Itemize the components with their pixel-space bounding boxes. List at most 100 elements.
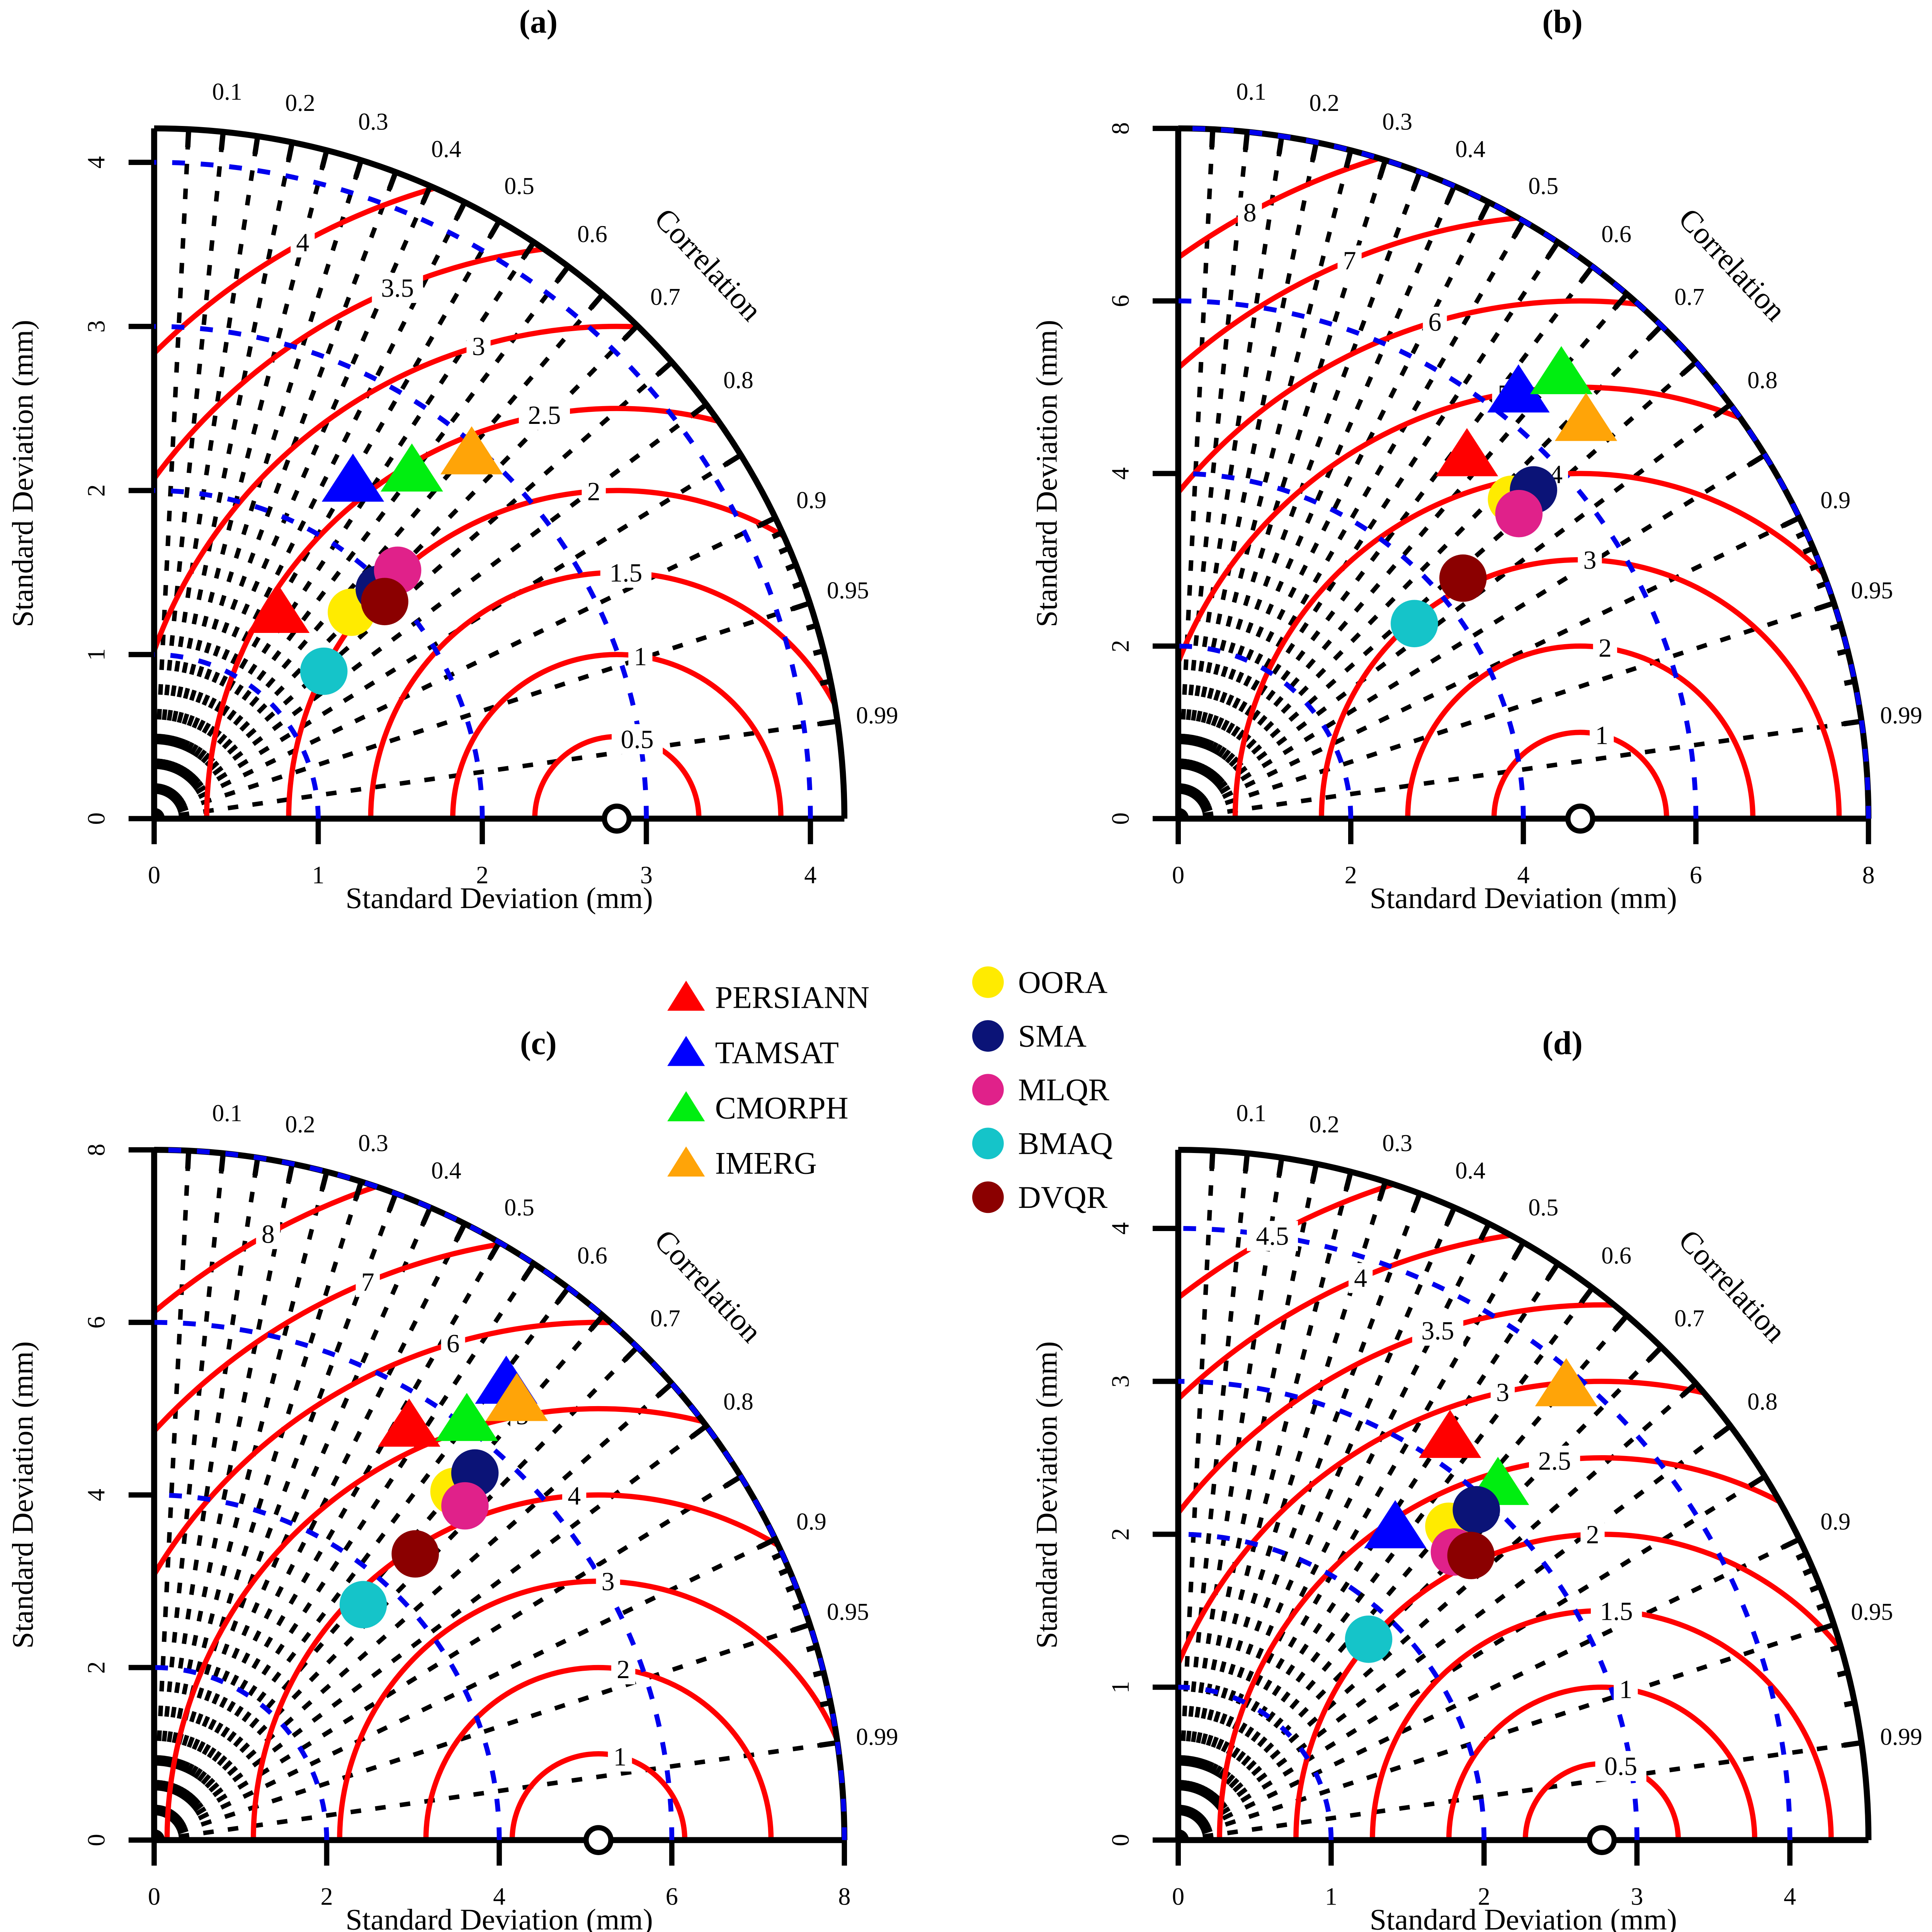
correlation-label-0.3: 0.3 xyxy=(1382,109,1412,135)
axis-ticks: 0 0 1 1 2 2 3 3 4 4 xyxy=(83,156,817,889)
reference-marker xyxy=(1565,803,1595,834)
legend-marker-oora xyxy=(972,966,1004,998)
correlation-tick-0.35 xyxy=(387,1192,398,1211)
x-tick-label-2: 2 xyxy=(1345,861,1357,889)
correlation-label-0.1: 0.1 xyxy=(1236,1100,1266,1127)
correlation-tick-0.65 xyxy=(1613,292,1629,310)
rms-label-bg-1 xyxy=(608,1741,632,1772)
x-tick-label-2: 2 xyxy=(320,1883,333,1910)
correlation-tick-0.4 xyxy=(1444,1206,1457,1225)
rms-arc-7 xyxy=(152,1241,503,1433)
x-tick-label-4: 4 xyxy=(493,1883,505,1910)
correlation-ray-0.65 xyxy=(152,293,605,820)
correlation-tick-0.99 xyxy=(819,1740,838,1748)
y-tick-label-3: 3 xyxy=(83,320,110,333)
correlation-ray-0.25 xyxy=(1176,1171,1353,1841)
correlation-ray-0.55 xyxy=(152,1262,536,1842)
correlation-ray-0.05 xyxy=(152,1150,191,1840)
panel-a: 0 0 1 1 2 2 3 3 4 4 0.1 0.2 0.3 0.4 0.5 0.6 0.7 0.8 0.9 0.9… xyxy=(6,3,898,914)
correlation-ray-0.4 xyxy=(152,1206,432,1841)
rms-arc-5 xyxy=(164,1406,704,1840)
y-tick-label-0: 0 xyxy=(1107,813,1134,825)
y-tick-label-3: 3 xyxy=(1107,1375,1134,1388)
y-tick-label-6: 6 xyxy=(1107,295,1134,307)
correlation-tick-0.05 xyxy=(1209,129,1216,148)
correlation-label-0.6: 0.6 xyxy=(1601,221,1631,248)
marker-dvqr-c xyxy=(391,1530,439,1578)
correlation-ray-0.6 xyxy=(152,265,570,820)
correlation-label-0.5: 0.5 xyxy=(1528,173,1558,199)
rms-label-bg-0.5 xyxy=(611,724,663,754)
sd-circle-4 xyxy=(1178,471,1526,819)
marker-bmaq-c xyxy=(339,1581,387,1628)
correlation-tick-0.7 xyxy=(1647,1345,1663,1362)
rms-label-4: 4 xyxy=(296,228,309,257)
marker-persiann-b xyxy=(1435,428,1498,476)
axis-ticks: 0 0 1 1 2 2 3 3 4 4 xyxy=(1107,1222,1796,1910)
rms-label-bg-3 xyxy=(596,1566,620,1597)
correlation-tick-0.93 xyxy=(785,562,797,571)
correlation-ray-0.9 xyxy=(153,515,777,821)
x-axis-title: Standard Deviation (mm) xyxy=(1370,881,1677,915)
correlation-tick-0.91 xyxy=(1796,1551,1808,1561)
rms-label-4: 4 xyxy=(568,1481,581,1510)
rms-label-1: 1 xyxy=(1619,1674,1632,1704)
panel-title-b: (b) xyxy=(1542,3,1583,40)
rms-arc-4 xyxy=(1232,471,1826,819)
rms-label-1: 1 xyxy=(634,641,647,671)
correlation-tick-0.4 xyxy=(1444,185,1457,204)
rms-label-8: 8 xyxy=(262,1219,275,1249)
axis-ticks: 0 0 2 2 4 4 6 6 8 8 xyxy=(1107,122,1875,889)
correlation-label-0.99: 0.99 xyxy=(1880,702,1922,729)
correlation-tick-0.6 xyxy=(1579,265,1595,282)
correlation-tick-0.92 xyxy=(1802,546,1815,555)
correlation-tick-0.2 xyxy=(1310,141,1319,161)
legend-label-bmaq: BMAQ xyxy=(1018,1126,1113,1161)
rms-label-2: 2 xyxy=(1599,633,1612,663)
correlation-tick-0.45 xyxy=(1478,1222,1492,1241)
correlation-tick-0.97 xyxy=(1837,1670,1849,1678)
sd-circle-3 xyxy=(1178,1379,1639,1840)
panel-title-c: (c) xyxy=(520,1025,557,1061)
panel-title-a: (a) xyxy=(519,3,558,40)
rms-arc-6 xyxy=(152,1320,611,1576)
correlation-tick-0.9 xyxy=(758,1537,777,1549)
rms-label-bg-1 xyxy=(628,641,653,672)
marker-cmorph-a xyxy=(381,443,443,492)
correlation-tick-0.1 xyxy=(219,1153,226,1172)
rms-label-1: 1 xyxy=(613,1742,626,1771)
correlation-tick-0.7 xyxy=(622,324,639,341)
correlation-label-0.7: 0.7 xyxy=(1674,284,1704,310)
marker-sma-d xyxy=(1452,1486,1500,1534)
marker-imerg-d xyxy=(1535,1358,1598,1406)
correlation-tick-0.05 xyxy=(185,1150,192,1169)
correlation-ray-0.85 xyxy=(153,1475,742,1842)
correlation-ray-0.6 xyxy=(1176,1286,1594,1842)
correlation-label-0.3: 0.3 xyxy=(358,1130,388,1156)
marker-bmaq-b xyxy=(1391,600,1438,648)
correlation-ticks xyxy=(1209,1150,1862,1748)
rms-arc-2 xyxy=(1405,643,1756,819)
correlation-label-0.3: 0.3 xyxy=(358,109,388,135)
sd-circles xyxy=(1178,126,1871,819)
rms-label-bg-4 xyxy=(562,1481,587,1511)
y-tick-label-1: 1 xyxy=(1107,1681,1134,1693)
correlation-ray-0.3 xyxy=(152,1181,364,1841)
legend-label-cmorph: CMORPH xyxy=(715,1090,849,1125)
correlation-tick-0.55 xyxy=(522,240,536,259)
rms-label-4: 4 xyxy=(1354,1263,1367,1293)
marker-bmaq-d xyxy=(1345,1616,1393,1663)
correlation-tick-0.95 xyxy=(1816,1622,1835,1633)
y-axis-title: Standard Deviation (mm) xyxy=(6,320,39,627)
rms-label-3: 3 xyxy=(1583,545,1596,575)
correlation-tick-0.35 xyxy=(387,171,398,190)
legend-marker-dvqr xyxy=(972,1181,1004,1213)
marker-persiann-c xyxy=(378,1398,440,1447)
correlation-ray-0.95 xyxy=(1177,601,1835,821)
marker-tamsat-a xyxy=(321,453,384,502)
rms-arc-1 xyxy=(450,652,784,819)
rms-label-2: 2 xyxy=(1586,1520,1599,1549)
correlation-ticks xyxy=(1209,129,1862,726)
sd-circle-1 xyxy=(154,652,321,819)
correlation-label-0.8: 0.8 xyxy=(1747,367,1777,394)
